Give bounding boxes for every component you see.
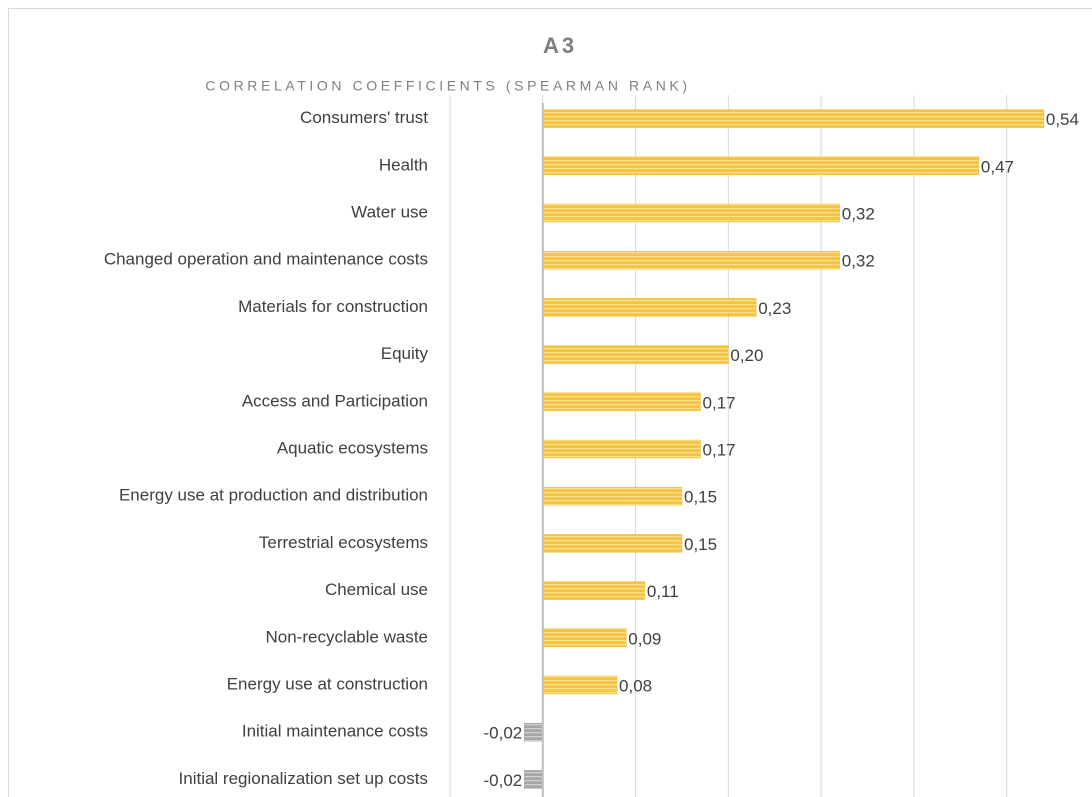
- y-tick-label: Materials for construction: [238, 297, 428, 316]
- bar: [542, 486, 683, 506]
- data-label: 0,15: [684, 488, 717, 507]
- data-label: 0,32: [842, 204, 875, 223]
- data-label: 0,23: [758, 299, 791, 318]
- bar: [542, 534, 683, 553]
- bar: [542, 298, 757, 317]
- data-label: 0,20: [730, 346, 763, 365]
- y-tick-label: Consumers' trust: [300, 108, 428, 127]
- y-tick-label: Terrestrial ecosystems: [259, 533, 428, 552]
- data-label: -0,02: [483, 724, 522, 743]
- bar: [542, 203, 840, 223]
- bar: [542, 156, 980, 176]
- bar: [542, 392, 701, 412]
- bar: [542, 109, 1045, 128]
- chart-subtitle: CORRELATION COEFFICIENTS (SPEARMAN RANK): [205, 78, 690, 94]
- y-tick-label: Access and Participation: [242, 391, 428, 410]
- data-label: 0,47: [981, 157, 1014, 176]
- y-tick-label: Changed operation and maintenance costs: [104, 250, 428, 269]
- data-label: 0,17: [703, 440, 736, 459]
- data-label: 0,32: [842, 252, 875, 271]
- y-tick-label: Chemical use: [325, 580, 428, 599]
- y-tick-label: Energy use at production and distributio…: [119, 486, 428, 505]
- data-label: 0,15: [684, 535, 717, 554]
- bar: [542, 250, 840, 270]
- y-tick-label: Water use: [351, 202, 428, 221]
- y-tick-label: Energy use at construction: [227, 674, 428, 693]
- y-tick-label: Initial regionalization set up costs: [179, 769, 428, 788]
- data-label: 0,11: [647, 582, 679, 601]
- data-label: 0,54: [1046, 110, 1079, 129]
- bar: [542, 675, 618, 695]
- y-tick-label: Health: [379, 155, 428, 174]
- bar: [542, 439, 701, 459]
- y-tick-label: Aquatic ecosystems: [277, 438, 428, 457]
- bar: [542, 628, 627, 648]
- chart-border: [8, 8, 1092, 797]
- bar: [523, 770, 544, 789]
- y-tick-label: Equity: [381, 344, 429, 363]
- chart-title: A3: [543, 33, 577, 58]
- y-tick-label: Non-recyclable waste: [265, 627, 428, 646]
- data-label: 0,08: [619, 676, 652, 695]
- bar: [542, 345, 729, 364]
- data-label: -0,02: [483, 771, 522, 790]
- bar: [523, 722, 544, 742]
- y-tick-label: Initial maintenance costs: [242, 722, 428, 741]
- data-label: 0,09: [628, 629, 661, 648]
- bar: [542, 581, 646, 600]
- data-label: 0,17: [703, 393, 736, 412]
